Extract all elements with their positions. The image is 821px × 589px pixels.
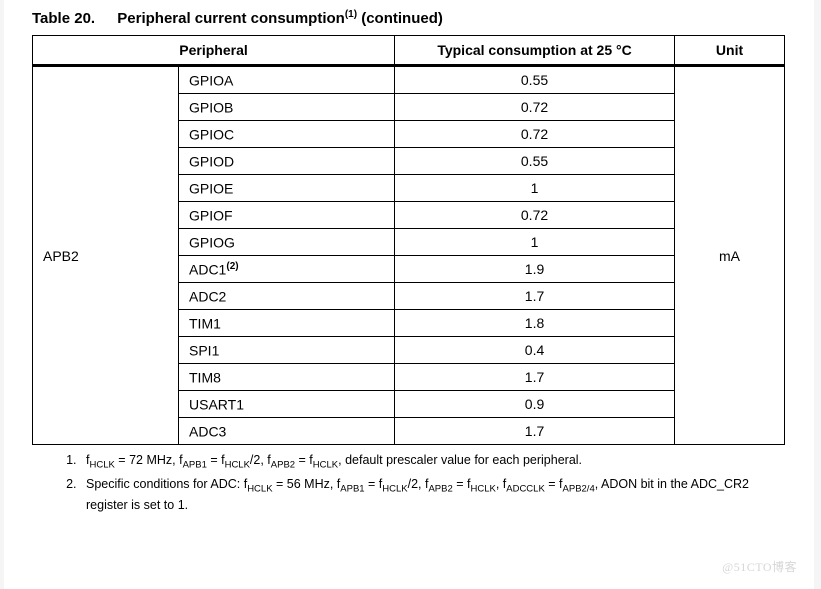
- consumption-value: 1.7: [395, 418, 675, 445]
- table-title-pre: Peripheral current consumption: [117, 10, 345, 27]
- sub: APB2: [428, 484, 452, 495]
- consumption-value: 0.55: [395, 148, 675, 175]
- peripheral-name: GPIOC: [179, 121, 395, 148]
- peripheral-name-text: GPIOB: [189, 99, 233, 115]
- peripheral-name: GPIOD: [179, 148, 395, 175]
- t: = f: [453, 477, 471, 491]
- consumption-value: 0.72: [395, 94, 675, 121]
- unit-cell: mA: [675, 66, 785, 445]
- table-number: Table 20.: [32, 10, 95, 27]
- consumption-value: 1.9: [395, 256, 675, 283]
- t: = f: [295, 453, 313, 467]
- peripheral-name: ADC2: [179, 283, 395, 310]
- footnotes: fHCLK = 72 MHz, fAPB1 = fHCLK/2, fAPB2 =…: [32, 452, 784, 514]
- table-caption: Table 20. Peripheral current consumption…: [32, 9, 784, 27]
- consumption-value: 1.8: [395, 310, 675, 337]
- footnote-1: fHCLK = 72 MHz, fAPB1 = fHCLK/2, fAPB2 =…: [80, 452, 784, 472]
- t: = f: [545, 477, 563, 491]
- consumption-value: 1.7: [395, 364, 675, 391]
- table-body: APB2 GPIOA 0.55 mA GPIOB 0.72 GPIOC 0.72…: [33, 66, 785, 445]
- peripheral-name: GPIOA: [179, 66, 395, 94]
- t: = f: [207, 453, 225, 467]
- consumption-value: 0.4: [395, 337, 675, 364]
- header-peripheral: Peripheral: [33, 36, 395, 66]
- sub: APB2/4: [563, 484, 595, 495]
- peripheral-name-text: GPIOE: [189, 180, 233, 196]
- footnote-2: Specific conditions for ADC: fHCLK = 56 …: [80, 476, 784, 513]
- consumption-value: 1.7: [395, 283, 675, 310]
- header-unit: Unit: [675, 36, 785, 66]
- table-title-post: (continued): [357, 10, 443, 27]
- t: = 56 MHz, f: [273, 477, 341, 491]
- sub: HCLK: [470, 484, 495, 495]
- sub: APB1: [183, 460, 207, 471]
- peripheral-name-text: TIM1: [189, 315, 221, 331]
- sub: APB2: [271, 460, 295, 471]
- peripheral-name: TIM8: [179, 364, 395, 391]
- consumption-value: 1: [395, 229, 675, 256]
- peripheral-name: GPIOF: [179, 202, 395, 229]
- peripheral-consumption-table: Peripheral Typical consumption at 25 °C …: [32, 35, 785, 445]
- t: /2, f: [408, 477, 429, 491]
- t: , default prescaler value for each perip…: [338, 453, 582, 467]
- peripheral-name-text: GPIOG: [189, 234, 235, 250]
- peripheral-name-text: SPI1: [189, 342, 219, 358]
- peripheral-name-text: GPIOF: [189, 207, 233, 223]
- t: = f: [365, 477, 383, 491]
- peripheral-name: GPIOE: [179, 175, 395, 202]
- peripheral-name: USART1: [179, 391, 395, 418]
- consumption-value: 0.72: [395, 202, 675, 229]
- sub: HCLK: [89, 460, 114, 471]
- table-header-row: Peripheral Typical consumption at 25 °C …: [33, 36, 785, 66]
- sub: ADCCLK: [506, 484, 545, 495]
- peripheral-name-text: GPIOC: [189, 126, 234, 142]
- peripheral-name: GPIOB: [179, 94, 395, 121]
- table-row: APB2 GPIOA 0.55 mA: [33, 66, 785, 94]
- peripheral-name-text: ADC1: [189, 261, 226, 277]
- sub: APB1: [340, 484, 364, 495]
- sub: HCLK: [382, 484, 407, 495]
- peripheral-name-text: USART1: [189, 396, 244, 412]
- bus-group-cell: APB2: [33, 66, 179, 445]
- page: Table 20. Peripheral current consumption…: [4, 0, 814, 589]
- peripheral-name: ADC3: [179, 418, 395, 445]
- t: /2, f: [250, 453, 271, 467]
- peripheral-name-text: TIM8: [189, 369, 221, 385]
- header-consumption: Typical consumption at 25 °C: [395, 36, 675, 66]
- peripheral-name: GPIOG: [179, 229, 395, 256]
- consumption-value: 1: [395, 175, 675, 202]
- peripheral-name: TIM1: [179, 310, 395, 337]
- peripheral-name: SPI1: [179, 337, 395, 364]
- consumption-value: 0.72: [395, 121, 675, 148]
- consumption-value: 0.9: [395, 391, 675, 418]
- peripheral-name-text: GPIOA: [189, 72, 233, 88]
- t: Specific conditions for ADC: f: [86, 477, 247, 491]
- peripheral-name-text: GPIOD: [189, 153, 234, 169]
- peripheral-supref: (2): [226, 261, 238, 272]
- t: , f: [496, 477, 506, 491]
- sub: HCLK: [313, 460, 338, 471]
- table-title: Peripheral current consumption(1) (conti…: [117, 10, 443, 27]
- peripheral-name: ADC1(2): [179, 256, 395, 283]
- table-title-supref: (1): [345, 9, 357, 20]
- consumption-value: 0.55: [395, 66, 675, 94]
- peripheral-name-text: ADC2: [189, 288, 226, 304]
- peripheral-name-text: ADC3: [189, 423, 226, 439]
- sub: HCLK: [247, 484, 272, 495]
- sub: HCLK: [225, 460, 250, 471]
- t: = 72 MHz, f: [115, 453, 183, 467]
